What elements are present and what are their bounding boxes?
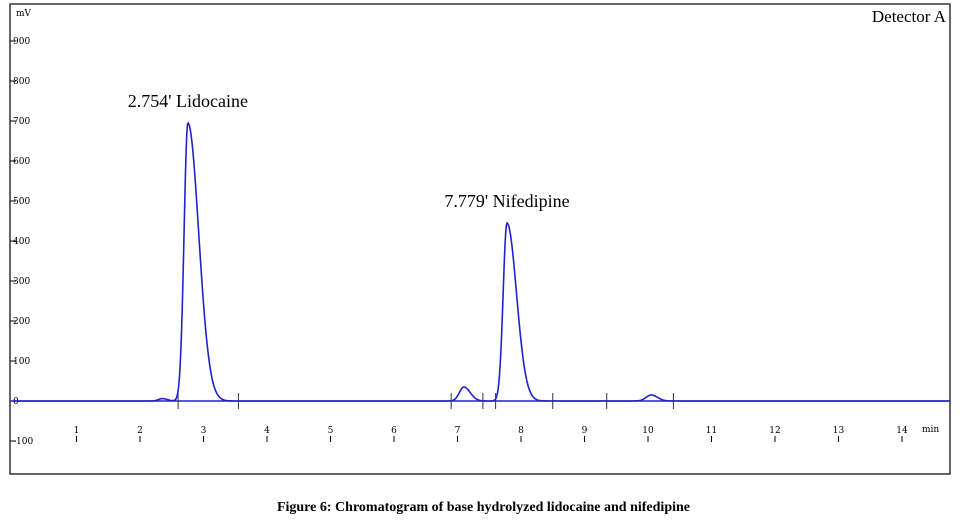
x-tick-label: 10 xyxy=(642,426,654,436)
x-tick-label: 4 xyxy=(264,426,270,436)
peak-label: 7.779' Nifedipine xyxy=(444,191,569,211)
y-axis-unit: mV xyxy=(16,9,32,19)
x-tick-label: 11 xyxy=(706,426,717,436)
y-tick-label: 600 xyxy=(13,157,30,167)
y-tick-label: 100 xyxy=(13,357,30,367)
figure-caption: Figure 6: Chromatogram of base hydrolyze… xyxy=(276,500,690,515)
y-axis: -100 0 100 200 300 400 500 600 700 800 900 xyxy=(10,37,33,447)
y-tick-label: 800 xyxy=(13,77,30,87)
x-tick-label: 2 xyxy=(137,426,143,436)
chromatogram-trace xyxy=(13,121,950,402)
y-tick-label: 0 xyxy=(13,397,19,407)
peak-labels: 2.754' Lidocaine 7.779' Nifedipine xyxy=(128,91,570,211)
y-tick-label: 900 xyxy=(13,37,30,47)
x-tick-label: 7 xyxy=(455,426,461,436)
x-tick-label: 6 xyxy=(391,426,397,436)
x-tick-label: 8 xyxy=(518,426,524,436)
x-axis: 1 2 3 4 5 6 7 8 9 10 11 12 13 14 xyxy=(74,426,908,442)
x-tick-label: 13 xyxy=(833,426,845,436)
y-tick-label: -100 xyxy=(13,437,33,447)
peak-label: 2.754' Lidocaine xyxy=(128,91,248,111)
x-tick-label: 14 xyxy=(896,426,908,436)
y-tick-label: 200 xyxy=(13,317,30,327)
y-tick-label: 500 xyxy=(13,197,30,207)
x-tick-label: 12 xyxy=(769,426,780,436)
x-tick-label: 1 xyxy=(74,426,80,436)
x-tick-label: 9 xyxy=(582,426,588,436)
y-tick-label: 300 xyxy=(13,277,30,287)
x-tick-label: 5 xyxy=(328,426,334,436)
y-tick-label: 400 xyxy=(13,237,30,247)
x-axis-unit: min xyxy=(922,425,939,435)
plot-frame xyxy=(9,3,951,475)
detector-label: Detector A xyxy=(872,7,947,26)
x-tick-label: 3 xyxy=(201,426,207,436)
y-tick-label: 700 xyxy=(13,117,30,127)
